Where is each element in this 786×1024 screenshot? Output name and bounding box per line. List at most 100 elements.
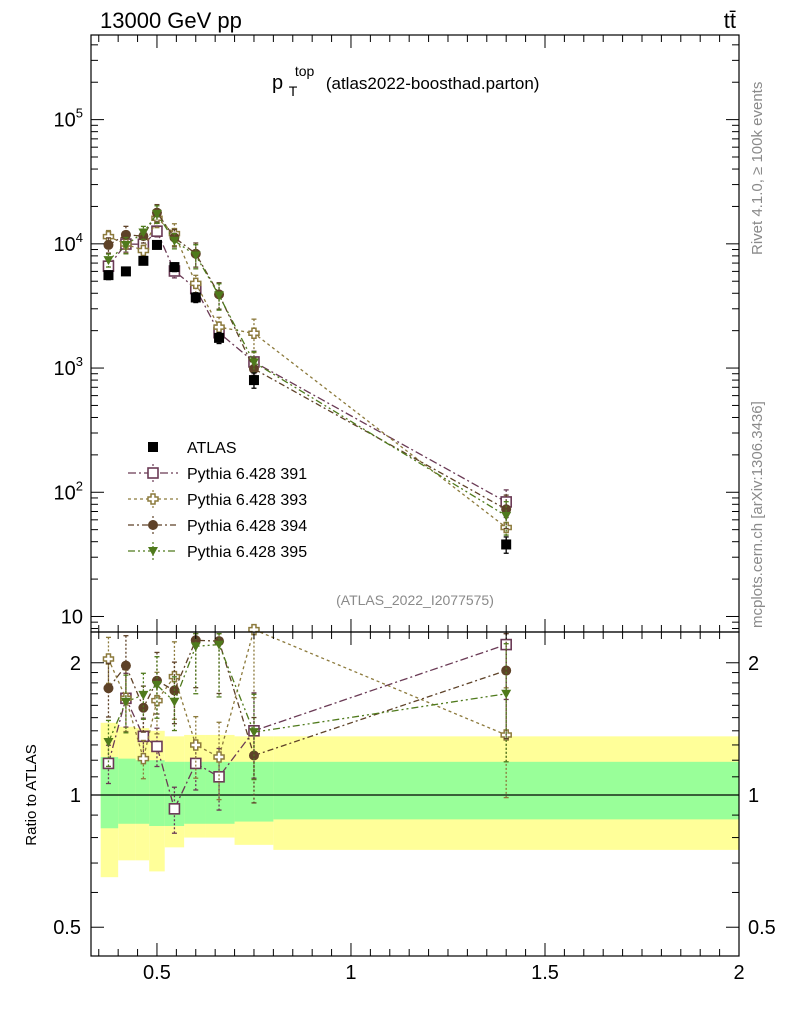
title-paren: (atlas2022-boosthad.parton) bbox=[326, 74, 540, 93]
ratio-series-marker bbox=[138, 702, 149, 713]
main-y-tick-label: 104 bbox=[54, 230, 83, 256]
main-y-tick-base: 10 bbox=[54, 110, 76, 132]
legend-entry: Pythia 6.428 393 bbox=[128, 490, 307, 509]
main-series-marker bbox=[103, 239, 114, 250]
reference-marker bbox=[169, 262, 180, 273]
main-y-tick-base: 10 bbox=[54, 358, 76, 380]
ratio-series-line bbox=[107, 639, 507, 757]
main-y-tick-exp: 2 bbox=[76, 478, 83, 493]
main-y-tick-base: 10 bbox=[54, 234, 76, 256]
main-series-marker bbox=[138, 228, 149, 238]
rivet-version-label: Rivet 4.1.0, ≥ 100k events bbox=[749, 82, 766, 255]
reference-marker bbox=[138, 255, 149, 266]
legend: ATLAS Pythia 6.428 391 Pythia 6.428 393 Pyt… bbox=[128, 440, 307, 561]
ratio-y-tick-label: 1 bbox=[70, 785, 81, 807]
main-series-marker bbox=[151, 209, 162, 219]
main-y-tick-label: 102 bbox=[54, 478, 83, 504]
ratio-series-line bbox=[107, 643, 507, 811]
ratio-panel: 0.5 0.5 1 1 2 2 0.5 1 1.5 2 Ratio to ATLAS bbox=[23, 623, 776, 984]
legend-label: Pythia 6.428 395 bbox=[187, 544, 307, 561]
reference-marker bbox=[103, 270, 114, 281]
main-reference-series bbox=[103, 239, 512, 554]
ratio-series-marker bbox=[102, 757, 115, 770]
main-y-tick-base: 10 bbox=[61, 606, 83, 628]
x-tick-label: 1.5 bbox=[531, 962, 559, 984]
legend-marker bbox=[148, 520, 158, 530]
main-series-line bbox=[108, 212, 507, 517]
ratio-y-tick-label-right: 1 bbox=[748, 785, 759, 807]
ratio-series-marker bbox=[138, 690, 149, 700]
ratio-series-marker bbox=[213, 751, 225, 763]
legend-entry: ATLAS bbox=[148, 440, 237, 457]
legend-label: ATLAS bbox=[187, 440, 237, 457]
ratio-y-tick-label-right: 0.5 bbox=[748, 917, 776, 939]
ratio-series-line bbox=[107, 643, 507, 743]
ratio-band-green bbox=[118, 758, 136, 824]
main-series-marker bbox=[190, 251, 201, 261]
ratio-y-tick-label: 2 bbox=[70, 653, 81, 675]
ratio-y-tick-label-right: 2 bbox=[748, 653, 759, 675]
ratio-series-marker bbox=[120, 660, 131, 671]
ratio-series-marker bbox=[501, 689, 512, 699]
main-y-tick-exp: 4 bbox=[76, 230, 83, 245]
title-main: p bbox=[272, 72, 283, 94]
main-series-marker bbox=[103, 256, 114, 266]
ratio-series-marker bbox=[137, 752, 150, 765]
legend-marker bbox=[148, 547, 158, 556]
x-tick-label: 0.5 bbox=[143, 962, 171, 984]
title-sub: T bbox=[289, 83, 298, 99]
x-tick-label: 2 bbox=[733, 962, 744, 984]
ratio-band-green bbox=[184, 761, 206, 824]
ratio-series-marker bbox=[190, 642, 201, 652]
ratio-frame bbox=[90, 631, 740, 957]
ratio-series-marker bbox=[102, 653, 115, 665]
mcplots-source-label: mcplots.cern.ch [arXiv:1306.3436] bbox=[749, 401, 766, 628]
ratio-series-marker bbox=[151, 680, 162, 690]
ratio-band-green bbox=[273, 761, 739, 820]
reference-marker bbox=[248, 375, 259, 386]
reference-marker bbox=[190, 292, 201, 303]
ratio-series-marker bbox=[103, 683, 114, 694]
main-series-marker bbox=[120, 241, 131, 251]
reference-marker bbox=[120, 266, 131, 277]
main-series-marker bbox=[501, 511, 512, 521]
main-series-1 bbox=[102, 209, 512, 546]
main-series-3 bbox=[103, 205, 512, 536]
ratio-series-marker bbox=[248, 728, 259, 738]
main-series-marker bbox=[501, 504, 512, 515]
reference-marker bbox=[151, 239, 162, 250]
main-series-marker bbox=[214, 291, 225, 301]
ratio-series-marker bbox=[214, 640, 225, 650]
reference-marker bbox=[214, 332, 225, 343]
legend-entry: Pythia 6.428 395 bbox=[128, 542, 307, 561]
ratio-series-marker bbox=[501, 665, 512, 676]
ratio-series-marker bbox=[120, 697, 131, 707]
analysis-id-label: (ATLAS_2022_I2077575) bbox=[336, 592, 494, 608]
legend-entry: Pythia 6.428 391 bbox=[128, 464, 307, 483]
main-series-marker bbox=[151, 225, 163, 237]
ratio-series-marker bbox=[248, 623, 260, 636]
main-y-tick-label: 103 bbox=[54, 354, 83, 380]
reference-marker bbox=[501, 539, 512, 550]
main-y-tick-base: 10 bbox=[54, 482, 76, 504]
process-label: tt̄ bbox=[724, 8, 736, 33]
ratio-series-marker bbox=[151, 740, 163, 753]
main-y-tick-label: 10 bbox=[61, 606, 83, 628]
main-series-marker bbox=[248, 327, 260, 340]
ratio-band-green bbox=[100, 757, 119, 829]
ratio-ylabel: Ratio to ATLAS bbox=[23, 744, 40, 845]
ratio-series-marker bbox=[189, 757, 202, 770]
ratio-series-marker bbox=[213, 771, 225, 783]
legend-label: Pythia 6.428 393 bbox=[187, 492, 307, 509]
legend-label: Pythia 6.428 391 bbox=[187, 466, 307, 483]
ratio-band-green bbox=[149, 760, 165, 826]
main-frame bbox=[90, 34, 740, 633]
legend-marker bbox=[148, 442, 158, 452]
main-series-2 bbox=[103, 203, 512, 530]
ratio-series-marker bbox=[169, 697, 180, 707]
ratio-series-marker bbox=[103, 738, 114, 748]
main-series-marker bbox=[169, 236, 180, 246]
legend-marker bbox=[147, 467, 159, 479]
